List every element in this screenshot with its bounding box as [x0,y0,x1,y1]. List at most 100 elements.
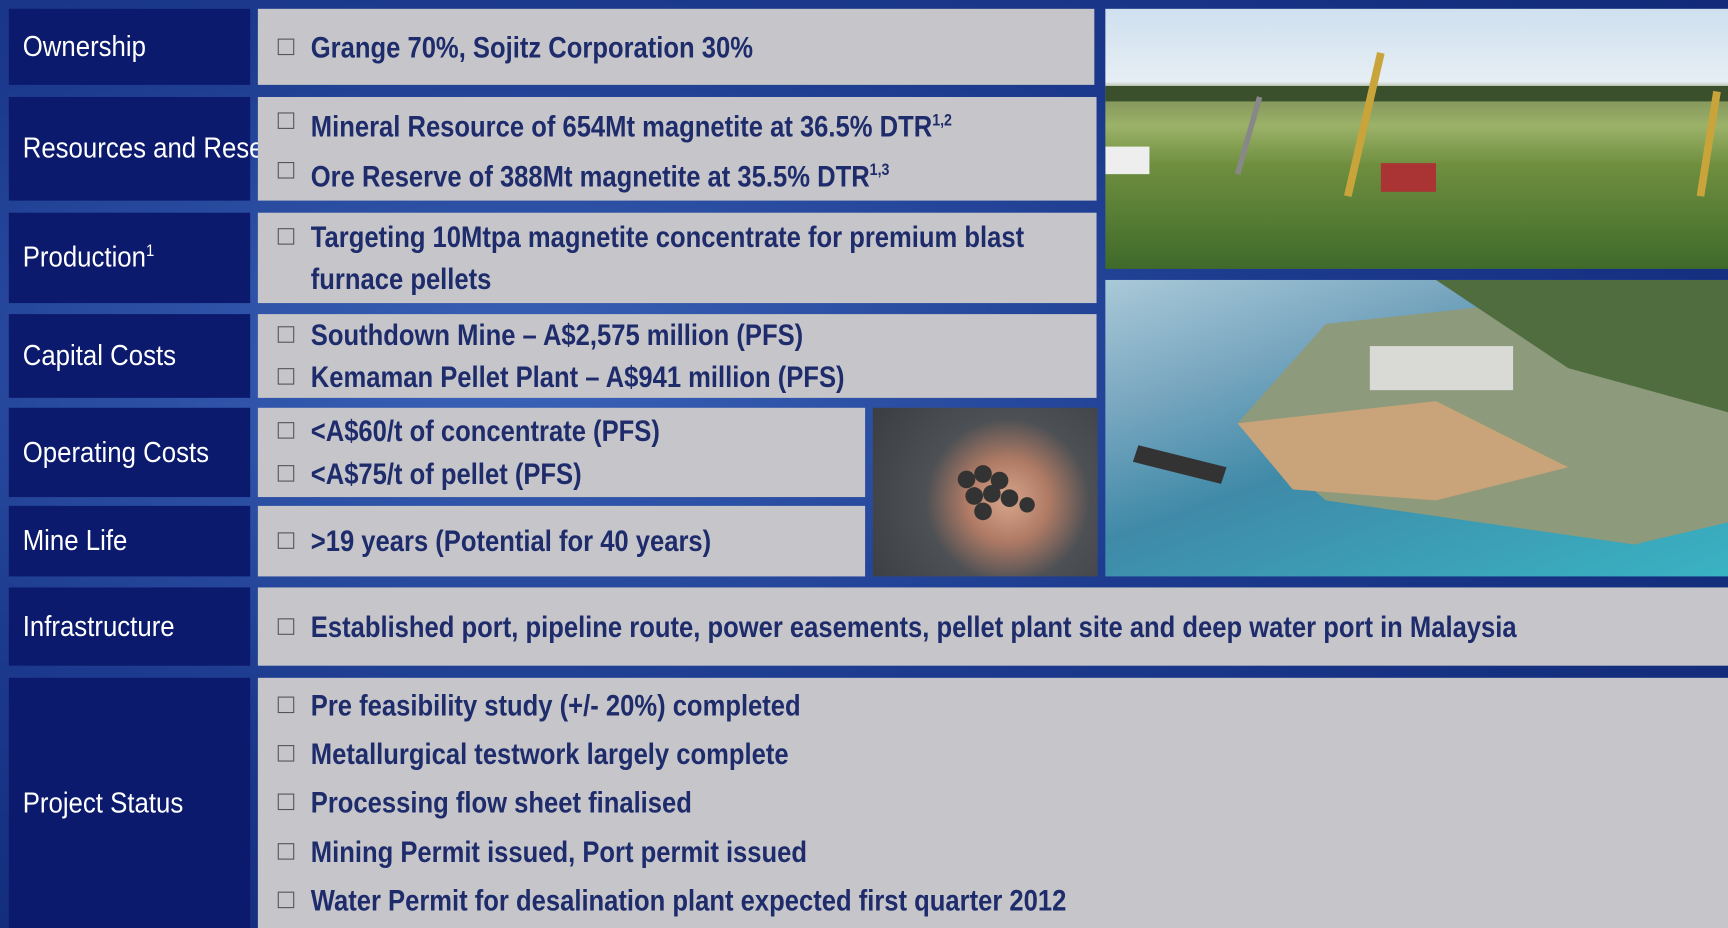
text: <A$60/t of concentrate (PFS) [310,414,660,448]
bullet-box [277,794,295,811]
bullet-box [277,38,295,55]
bullet-box [277,617,295,635]
bullet-item: Grange 70%, Sojitz Corporation 30% [258,26,1094,68]
item-text: Established port, pipeline route, power … [311,606,1715,648]
label: Production [22,240,146,274]
item-text: Mineral Resource of 654Mt magnetite at 3… [311,100,1084,147]
item-text: Metallurgical testwork largely complete [311,733,1715,775]
bullet-item: Kemaman Pellet Plant – A$941 million (PF… [258,356,1097,398]
bullet-box [277,112,295,129]
row-content: Mineral Resource of 654Mt magnetite at 3… [257,96,1097,201]
bullet-item: Metallurgical testwork largely complete [258,733,1728,775]
drilling-photo [1105,8,1728,269]
bullet-box [277,745,295,762]
row-content: Targeting 10Mtpa magnetite concentrate f… [257,212,1097,304]
text: Mining Permit issued, Port permit issued [310,835,808,869]
superscript: 1 [145,242,155,261]
text: <A$75/t of pellet (PFS) [310,457,582,491]
bullet-item: Mining Permit issued, Port permit issued [258,831,1728,873]
row-content: <A$60/t of concentrate (PFS) <A$75/t of p… [257,407,866,498]
bullet-box [277,532,295,549]
bullet-box [277,228,295,245]
bullet-box [277,465,295,482]
bullet-item: Targeting 10Mtpa magnetite concentrate f… [258,216,1097,300]
bullet-box [277,696,295,714]
row-content: Established port, pipeline route, power … [257,587,1728,666]
item-text: Pre feasibility study (+/- 20%) complete… [311,685,1715,727]
label-text: Mine Life [9,522,128,561]
bullet-item: <A$60/t of concentrate (PFS) [258,410,865,452]
bullet-box [277,326,295,343]
row-content: Pre feasibility study (+/- 20%) complete… [257,677,1728,928]
row-label: Capital Costs [8,314,251,398]
item-text: Processing flow sheet finalised [311,782,1715,824]
text: Grange 70%, Sojitz Corporation 30% [310,30,753,64]
label: Infrastructure [22,609,175,643]
bullet-box [277,421,295,439]
text: Ore Reserve of 388Mt magnetite at 35.5% … [310,160,870,194]
label-text: Operating Costs [9,433,209,472]
label-text: Project Status [9,784,184,823]
bullet-box [277,162,295,179]
row-label: Resources and Reserves1 [8,96,321,201]
item-text: <A$60/t of concentrate (PFS) [311,410,852,452]
item-text: Ore Reserve of 388Mt magnetite at 35.5% … [311,150,1084,197]
port-photo [1105,279,1728,577]
bullet-item: Established port, pipeline route, power … [258,606,1728,648]
item-text: Southdown Mine – A$2,575 million (PFS) [311,314,1084,356]
row-label: Mine Life [8,505,251,577]
label: Capital Costs [22,338,177,372]
text: Mineral Resource of 654Mt magnetite at 3… [310,109,933,143]
pellets-drawing [957,465,1035,521]
bullet-item: Southdown Mine – A$2,575 million (PFS) [258,314,1097,356]
row-label: Infrastructure [8,587,251,666]
label: Mine Life [22,524,128,558]
text: Processing flow sheet finalised [310,786,692,820]
item-text: Grange 70%, Sojitz Corporation 30% [311,26,1081,68]
item-text: <A$75/t of pellet (PFS) [311,453,852,495]
label: Project Status [22,785,184,819]
text: Southdown Mine – A$2,575 million (PFS) [310,318,804,352]
text: Targeting 10Mtpa magnetite concentrate f… [310,220,1025,296]
text: Pre feasibility study (+/- 20%) complete… [310,689,801,723]
row-content: Southdown Mine – A$2,575 million (PFS) Ke… [257,314,1097,398]
item-text: >19 years (Potential for 40 years) [311,520,852,562]
label-text: Capital Costs [9,337,176,376]
text: Water Permit for desalination plant expe… [310,883,1067,917]
pellets-photo [872,407,1098,577]
text: Kemaman Pellet Plant – A$941 million (PF… [310,360,845,394]
superscript: 1,3 [869,161,890,180]
item-text: Water Permit for desalination plant expe… [311,879,1715,921]
row-content: >19 years (Potential for 40 years) [257,505,866,577]
text: Established port, pipeline route, power … [310,610,1517,644]
label: Operating Costs [22,435,210,469]
row-label: Ownership [8,8,251,85]
row-label: Production1 [8,212,251,304]
row-label: Operating Costs [8,407,251,498]
bullet-item: Processing flow sheet finalised [258,782,1728,824]
rig-drawing [1105,52,1728,198]
label-text: Production1 [9,239,155,278]
text: Metallurgical testwork largely complete [310,737,789,771]
bullet-item: Pre feasibility study (+/- 20%) complete… [258,685,1728,727]
bullet-box [277,891,295,908]
bullet-item: >19 years (Potential for 40 years) [258,520,865,562]
port-drawing [1132,279,1728,545]
bullet-item: Water Permit for desalination plant expe… [258,879,1728,921]
label-text: Ownership [9,28,146,67]
text: >19 years (Potential for 40 years) [310,524,712,558]
item-text: Targeting 10Mtpa magnetite concentrate f… [311,216,1084,300]
bullet-item: Mineral Resource of 654Mt magnetite at 3… [258,100,1097,147]
bullet-item: Ore Reserve of 388Mt magnetite at 35.5% … [258,150,1097,197]
bullet-box [277,842,295,860]
item-text: Kemaman Pellet Plant – A$941 million (PF… [311,356,1084,398]
bullet-item: <A$75/t of pellet (PFS) [258,453,865,495]
row-content: Grange 70%, Sojitz Corporation 30% [257,8,1095,85]
item-text: Mining Permit issued, Port permit issued [311,831,1715,873]
superscript: 1,2 [932,110,952,130]
label: Ownership [22,29,146,63]
label-text: Infrastructure [9,607,175,646]
row-label: Project Status [8,677,251,928]
